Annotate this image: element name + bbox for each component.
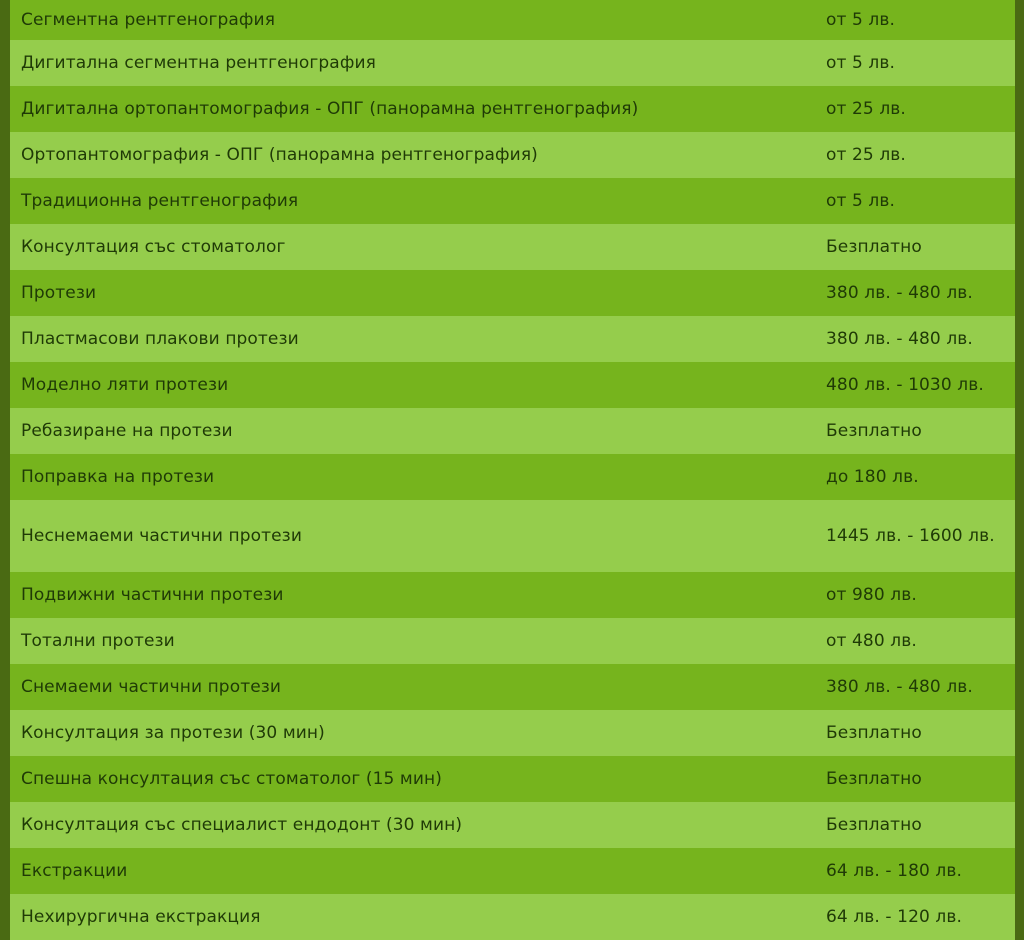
service-name: Протези	[21, 283, 97, 303]
service-price: от 25 лв.	[826, 99, 906, 119]
service-name: Сегментна рентгенография	[21, 10, 276, 30]
service-name: Екстракции	[21, 861, 128, 881]
table-row: Моделно ляти протези 480 лв. - 1030 лв.	[10, 362, 1015, 408]
service-name: Консултация със стоматолог	[21, 237, 286, 257]
service-price: 1445 лв. - 1600 лв.	[826, 526, 995, 546]
table-row: Дигитална ортопантомография - ОПГ (панор…	[10, 86, 1015, 132]
service-name: Снемаеми частични протези	[21, 677, 282, 697]
service-price: от 25 лв.	[826, 145, 906, 165]
table-row: Протези 380 лв. - 480 лв.	[10, 270, 1015, 316]
table-row: Снемаеми частични протези 380 лв. - 480 …	[10, 664, 1015, 710]
table-row: Тотални протези от 480 лв.	[10, 618, 1015, 664]
table-row: Неснемаеми частични протези 1445 лв. - 1…	[10, 500, 1015, 572]
table-row: Консултация със стоматолог Безплатно	[10, 224, 1015, 270]
service-name: Традиционна рентгенография	[21, 191, 299, 211]
table-row: Екстракции 64 лв. - 180 лв.	[10, 848, 1015, 894]
service-name: Консултация със специалист ендодонт (30 …	[21, 815, 463, 835]
table-row: Ортопантомография - ОПГ (панорамна рентг…	[10, 132, 1015, 178]
service-price: 480 лв. - 1030 лв.	[826, 375, 984, 395]
service-name: Моделно ляти протези	[21, 375, 229, 395]
service-name: Нехирургична екстракция	[21, 907, 261, 927]
table-row: Традиционна рентгенография от 5 лв.	[10, 178, 1015, 224]
service-name: Дигитална ортопантомография - ОПГ (панор…	[21, 99, 639, 119]
service-price: 380 лв. - 480 лв.	[826, 329, 973, 349]
service-price: 380 лв. - 480 лв.	[826, 283, 973, 303]
table-row: Дигитална сегментна рентгенография от 5 …	[10, 40, 1015, 86]
table-row: Нехирургична екстракция 64 лв. - 120 лв.	[10, 894, 1015, 940]
service-price: от 480 лв.	[826, 631, 917, 651]
service-name: Неснемаеми частични протези	[21, 526, 302, 546]
table-row: Спешна консултация със стоматолог (15 ми…	[10, 756, 1015, 802]
table-row: Ребазиране на протези Безплатно	[10, 408, 1015, 454]
service-name: Ребазиране на протези	[21, 421, 233, 441]
service-price: от 5 лв.	[826, 191, 896, 211]
service-name: Ортопантомография - ОПГ (панорамна рентг…	[21, 145, 538, 165]
table-row: Поправка на протези до 180 лв.	[10, 454, 1015, 500]
table-row: Подвижни частични протези от 980 лв.	[10, 572, 1015, 618]
service-price: 64 лв. - 120 лв.	[826, 907, 963, 927]
service-price: 64 лв. - 180 лв.	[826, 861, 963, 881]
service-price: Безплатно	[826, 769, 922, 789]
service-price: Безплатно	[826, 723, 922, 743]
table-row: Консултация със специалист ендодонт (30 …	[10, 802, 1015, 848]
price-table: Сегментна рентгенография от 5 лв. Дигита…	[10, 0, 1015, 940]
service-price: Безплатно	[826, 815, 922, 835]
table-row: Консултация за протези (30 мин) Безплатн…	[10, 710, 1015, 756]
service-name: Дигитална сегментна рентгенография	[21, 53, 376, 73]
service-name: Поправка на протези	[21, 467, 215, 487]
service-price: от 5 лв.	[826, 53, 896, 73]
service-name: Пластмасови плакови протези	[21, 329, 299, 349]
table-row: Сегментна рентгенография от 5 лв.	[10, 0, 1015, 40]
table-row: Пластмасови плакови протези 380 лв. - 48…	[10, 316, 1015, 362]
service-price: от 980 лв.	[826, 585, 917, 605]
service-name: Консултация за протези (30 мин)	[21, 723, 325, 743]
service-name: Подвижни частични протези	[21, 585, 284, 605]
service-price: 380 лв. - 480 лв.	[826, 677, 973, 697]
service-name: Спешна консултация със стоматолог (15 ми…	[21, 769, 442, 789]
service-price: Безплатно	[826, 237, 922, 257]
service-name: Тотални протези	[21, 631, 175, 651]
service-price: до 180 лв.	[826, 467, 919, 487]
service-price: Безплатно	[826, 421, 922, 441]
service-price: от 5 лв.	[826, 10, 896, 30]
